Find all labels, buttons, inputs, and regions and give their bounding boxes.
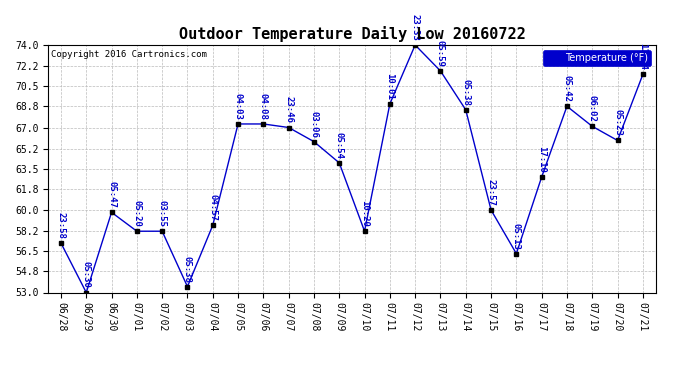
Text: 05:23: 05:23 <box>613 110 622 136</box>
Text: 05:38: 05:38 <box>183 256 192 282</box>
Text: 05:54: 05:54 <box>335 132 344 159</box>
Text: 23:58: 23:58 <box>57 212 66 239</box>
Text: Copyright 2016 Cartronics.com: Copyright 2016 Cartronics.com <box>51 50 207 59</box>
Text: 05:13: 05:13 <box>512 223 521 249</box>
Text: 05:47: 05:47 <box>107 182 116 208</box>
Text: 23:46: 23:46 <box>284 96 293 123</box>
Text: 03:06: 03:06 <box>309 111 319 138</box>
Text: 04:08: 04:08 <box>259 93 268 120</box>
Title: Outdoor Temperature Daily Low 20160722: Outdoor Temperature Daily Low 20160722 <box>179 27 525 42</box>
Text: 05:42: 05:42 <box>562 75 571 102</box>
Legend: Temperature (°F): Temperature (°F) <box>543 50 651 66</box>
Text: 05:30: 05:30 <box>81 261 91 288</box>
Text: 17:10: 17:10 <box>537 146 546 173</box>
Text: 03:55: 03:55 <box>157 200 167 227</box>
Text: 10:20: 10:20 <box>360 200 369 227</box>
Text: 05:59: 05:59 <box>436 40 445 67</box>
Text: 04:57: 04:57 <box>208 194 217 221</box>
Text: 05:20: 05:20 <box>132 200 141 227</box>
Text: 11:34: 11:34 <box>638 44 647 70</box>
Text: 06:02: 06:02 <box>588 95 597 122</box>
Text: 23:33: 23:33 <box>411 14 420 41</box>
Text: 10:01: 10:01 <box>385 73 395 100</box>
Text: 05:38: 05:38 <box>461 79 471 106</box>
Text: 04:03: 04:03 <box>233 93 243 120</box>
Text: 23:57: 23:57 <box>486 179 495 206</box>
